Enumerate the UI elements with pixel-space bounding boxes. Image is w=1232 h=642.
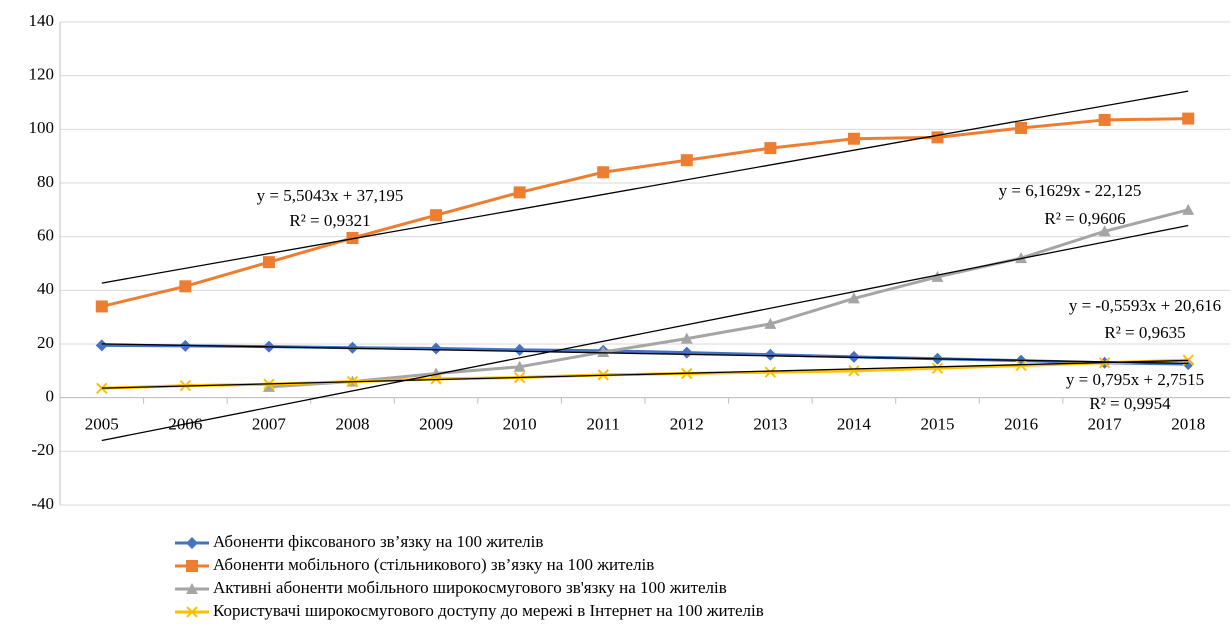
marker [680,332,693,344]
marker [847,292,860,304]
marker [1015,252,1028,264]
legend-marker [186,606,198,618]
y-tick-label: 100 [29,118,55,137]
marker [848,365,860,377]
legend-marker [186,560,198,572]
y-tick-label: -40 [31,494,54,513]
trendline-r2: R² = 0,9954 [1089,394,1171,413]
marker [96,382,108,394]
legend-label: Активні абоненти мобільного широкосмугов… [213,578,727,597]
marker [764,142,777,155]
y-tick-label: 140 [29,11,55,30]
marker [1015,359,1027,372]
marker [931,131,944,144]
marker [931,362,944,374]
x-tick-label: 2007 [252,415,287,434]
x-tick-label: 2012 [670,415,704,434]
marker [262,256,275,269]
marker [179,280,192,293]
marker [513,186,526,199]
x-tick-label: 2017 [1088,415,1123,434]
y-tick-label: 20 [37,333,54,352]
trendline-r2: R² = 0,9321 [289,211,370,230]
marker [764,366,777,378]
x-tick-label: 2016 [1004,415,1038,434]
marker [513,360,526,372]
marker [1098,113,1111,126]
marker [430,209,443,222]
trendline [101,224,1189,442]
trendline-r2: R² = 0,9606 [1044,209,1125,228]
legend-label: Абоненти мобільного (стільникового) зв’я… [213,555,654,574]
x-tick-label: 2018 [1171,415,1205,434]
x-tick-label: 2015 [921,415,955,434]
y-tick-label: 0 [46,387,55,406]
marker [764,348,777,361]
trendline-r2: R² = 0,9635 [1104,323,1185,342]
marker [95,339,108,352]
marker [597,166,610,179]
y-tick-label: 60 [37,226,54,245]
marker [513,343,526,356]
marker [430,342,443,355]
x-tick-label: 2009 [419,415,453,434]
y-tick-label: 80 [37,172,54,191]
legend-marker [186,537,198,549]
x-tick-label: 2014 [837,415,872,434]
legend-label: Користувачі широкосмугового доступу до м… [213,601,764,620]
marker [847,132,860,145]
legend-marker [186,583,198,594]
x-tick-label: 2010 [503,415,537,434]
marker [597,346,610,358]
marker [764,317,777,329]
marker [931,270,944,282]
marker [95,300,108,313]
trendline [101,359,1189,389]
marker [262,380,275,392]
trendline-equation: y = 6,1629x - 22,125 [999,181,1142,200]
x-tick-label: 2011 [587,415,620,434]
trendline [101,90,1189,284]
marker [1015,121,1028,134]
trendline-equation: y = -0,5593x + 20,616 [1069,296,1221,315]
marker [1182,203,1195,215]
marker [346,232,359,245]
x-tick-label: 2013 [753,415,787,434]
y-tick-label: 120 [29,65,55,84]
x-tick-label: 2005 [85,415,119,434]
y-tick-label: -20 [31,440,54,459]
x-tick-label: 2008 [336,415,370,434]
marker [1098,225,1111,237]
trendline-equation: y = 5,5043x + 37,195 [257,186,404,205]
y-tick-label: 40 [37,279,54,298]
trendline-equation: y = 0,795x + 2,7515 [1066,370,1204,389]
marker [1182,112,1195,125]
series-line [101,117,1189,308]
marker [680,154,693,167]
trendline [101,343,1189,365]
marker [680,346,693,359]
legend-label: Абоненти фіксованого зв’язку на 100 жите… [213,532,543,551]
series-line [268,208,1189,389]
